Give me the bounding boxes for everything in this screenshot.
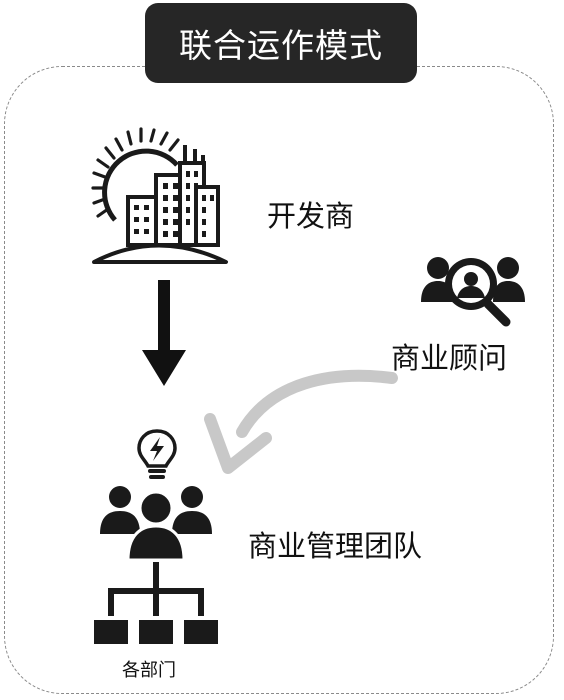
developer-label: 开发商 [267,199,355,233]
org-chart-icon [94,562,218,644]
title-text: 联合运作模式 [179,26,383,65]
consultant-label: 商业顾问 [391,341,508,375]
lightbulb-icon [137,429,177,479]
people-search-icon [421,257,525,327]
city-sun-icon [91,127,228,264]
title-badge: 联合运作模式 [145,3,417,83]
departments-label: 各部门 [122,660,176,681]
down-arrow [142,280,186,386]
team-label: 商业管理团队 [248,529,423,563]
team-icon [100,486,212,562]
